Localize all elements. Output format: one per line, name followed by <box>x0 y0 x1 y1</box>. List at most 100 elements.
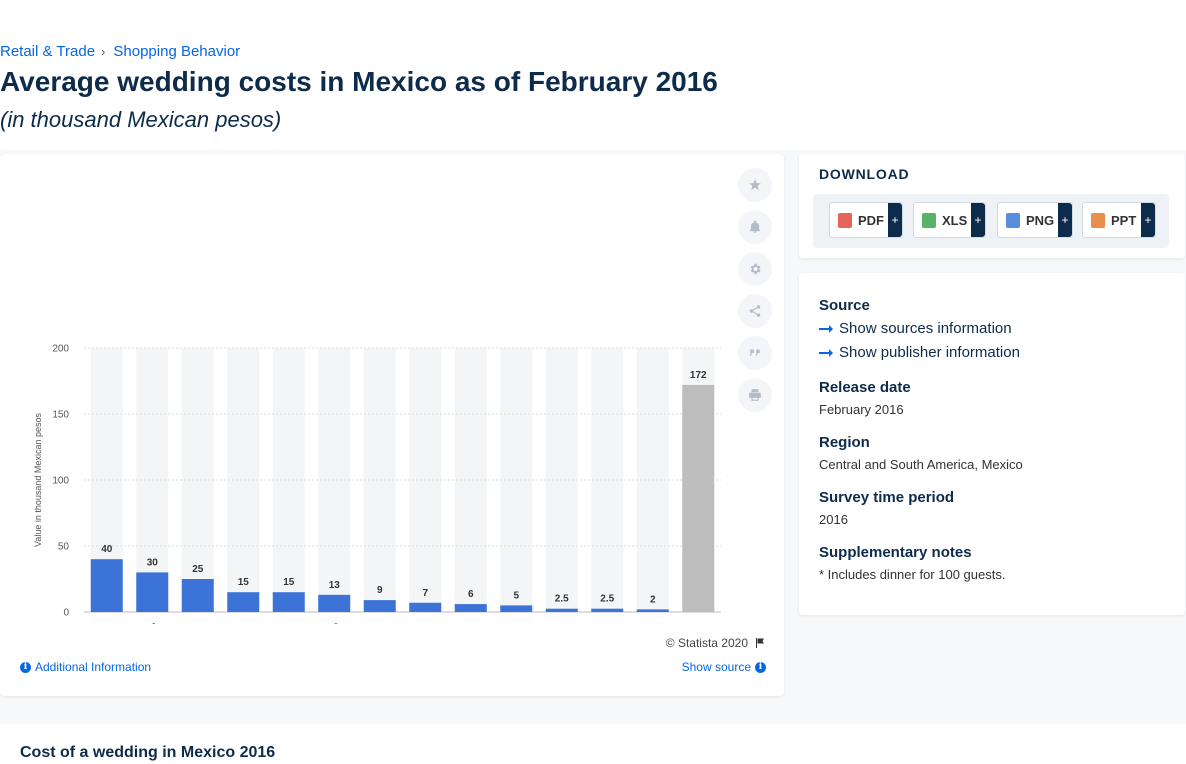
print-icon <box>748 388 762 402</box>
data-label: 30 <box>147 557 159 568</box>
y-tick-label: 100 <box>52 476 69 487</box>
page-title: Average wedding costs in Mexico as of Fe… <box>0 66 718 98</box>
bell-icon <box>748 220 762 234</box>
show-sources-link[interactable]: Show sources information <box>819 320 1012 337</box>
download-options: PDF + XLS + PNG + PPT + <box>813 194 1169 248</box>
info-icon: i <box>20 662 31 673</box>
download-pdf-label: PDF <box>858 213 884 228</box>
show-source-link[interactable]: Show source i <box>682 660 766 674</box>
y-tick-label: 50 <box>58 542 70 553</box>
release-date-value: February 2016 <box>819 402 904 417</box>
bar[interactable] <box>546 609 578 612</box>
bar[interactable] <box>364 600 396 612</box>
breadcrumb-separator: › <box>101 44 105 59</box>
ppt-file-icon <box>1091 213 1105 228</box>
bar[interactable] <box>136 572 168 612</box>
data-label: 15 <box>238 577 250 588</box>
share-button[interactable] <box>738 294 772 328</box>
data-label: 2.5 <box>600 594 614 605</box>
xls-file-icon <box>922 213 936 228</box>
category-label: Honey moon (for example inCancun) <box>64 620 169 624</box>
settings-button[interactable] <box>738 252 772 286</box>
bar[interactable] <box>273 592 305 612</box>
supplementary-notes-label: Supplementary notes <box>819 544 972 561</box>
y-tick-label: 200 <box>52 344 69 355</box>
y-tick-label: 150 <box>52 410 69 421</box>
gear-icon <box>748 262 762 276</box>
download-title: DOWNLOAD <box>819 166 909 182</box>
plus-icon: + <box>1058 203 1072 237</box>
star-icon <box>748 178 762 192</box>
data-label: 40 <box>101 544 113 555</box>
related-statistic-card: Cost of a wedding in Mexico 2016 <box>0 724 1186 764</box>
chart-card: 05010015020040302515151397652.52.52172We… <box>0 154 784 696</box>
release-date-label: Release date <box>819 379 911 396</box>
region-label: Region <box>819 434 870 451</box>
show-publisher-label: Show publisher information <box>839 344 1020 361</box>
copyright-text: © Statista 2020 <box>666 636 748 650</box>
region-value: Central and South America, Mexico <box>819 457 1023 472</box>
plus-icon: + <box>888 203 902 237</box>
page-subtitle: (in thousand Mexican pesos) <box>0 107 281 133</box>
favorite-button[interactable] <box>738 168 772 202</box>
flag-icon[interactable] <box>754 637 766 649</box>
data-label: 2 <box>650 594 656 605</box>
plus-icon: + <box>1141 203 1155 237</box>
bar[interactable] <box>182 579 214 612</box>
download-card: DOWNLOAD PDF + XLS + PNG + PPT + <box>799 154 1185 258</box>
download-xls-label: XLS <box>942 213 967 228</box>
additional-info-link[interactable]: i Additional Information <box>20 660 151 674</box>
bar[interactable] <box>91 559 123 612</box>
show-sources-label: Show sources information <box>839 320 1012 337</box>
download-ppt-button[interactable]: PPT + <box>1082 202 1156 238</box>
data-label: 172 <box>690 370 707 381</box>
data-label: 13 <box>329 580 341 591</box>
y-axis-label: Value in thousand Mexican pesos <box>33 413 43 547</box>
download-png-label: PNG <box>1026 213 1054 228</box>
source-label: Source <box>819 297 870 314</box>
breadcrumb: Retail & Trade › Shopping Behavior <box>0 43 240 60</box>
bar-chart: 05010015020040302515151397652.52.52172We… <box>0 154 730 624</box>
y-tick-label: 0 <box>63 608 69 619</box>
download-pdf-button[interactable]: PDF + <box>829 202 903 238</box>
bar[interactable] <box>591 609 623 612</box>
bar[interactable] <box>409 603 441 612</box>
data-label: 5 <box>513 590 519 601</box>
bar[interactable] <box>455 604 487 612</box>
copyright: © Statista 2020 <box>666 636 766 650</box>
data-label: 9 <box>377 585 383 596</box>
bar[interactable] <box>682 385 714 612</box>
data-label: 7 <box>422 588 428 599</box>
notification-button[interactable] <box>738 210 772 244</box>
plus-icon: + <box>971 203 985 237</box>
bar[interactable] <box>227 592 259 612</box>
survey-period-value: 2016 <box>819 512 848 527</box>
supplementary-notes-value: * Includes dinner for 100 guests. <box>819 567 1005 582</box>
breadcrumb-shopping-behavior[interactable]: Shopping Behavior <box>113 43 240 60</box>
arrow-right-icon <box>819 324 833 334</box>
bar[interactable] <box>637 609 669 612</box>
show-publisher-link[interactable]: Show publisher information <box>819 344 1020 361</box>
data-label: 25 <box>192 564 204 575</box>
category-label: Photographer and videographer <box>237 620 351 624</box>
bar[interactable] <box>318 595 350 612</box>
cite-button[interactable] <box>738 336 772 370</box>
survey-period-label: Survey time period <box>819 489 954 506</box>
breadcrumb-retail-trade[interactable]: Retail & Trade <box>0 43 95 60</box>
data-label: 6 <box>468 589 474 600</box>
share-icon <box>748 304 762 318</box>
chart-toolbar <box>738 168 772 420</box>
bar[interactable] <box>500 605 532 612</box>
download-xls-button[interactable]: XLS + <box>913 202 986 238</box>
data-label: 15 <box>283 577 295 588</box>
pdf-file-icon <box>838 213 852 228</box>
show-source-label: Show source <box>682 660 751 674</box>
statistic-info-card: Source Show sources information Show pub… <box>799 273 1185 615</box>
info-icon: i <box>755 662 766 673</box>
png-file-icon <box>1006 213 1020 228</box>
data-label: 2.5 <box>555 594 569 605</box>
arrow-right-icon <box>819 348 833 358</box>
download-png-button[interactable]: PNG + <box>997 202 1073 238</box>
additional-info-label: Additional Information <box>35 660 151 674</box>
print-button[interactable] <box>738 378 772 412</box>
